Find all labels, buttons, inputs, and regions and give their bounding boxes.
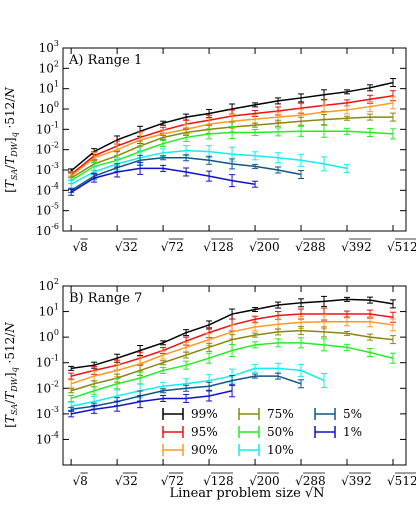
series-99pct [68, 295, 396, 371]
y-tick-label: 10-6 [36, 222, 59, 238]
y-tick-label: 102 [39, 277, 59, 293]
series-1pct [68, 384, 236, 418]
y-tick-label: 103 [39, 39, 59, 55]
panel-title: A) Range 1 [68, 53, 142, 68]
x-tick-label: √128 [203, 474, 234, 488]
series-line [70, 367, 325, 407]
legend-label: 10% [267, 443, 294, 457]
y-tick-label: 101 [39, 80, 59, 96]
y-tick-label: 10-3 [36, 161, 59, 177]
x-tick-label: √32 [115, 474, 138, 488]
legend-label: 1% [343, 425, 362, 439]
x-tick-label: √288 [295, 240, 326, 254]
legend-entry: 5% [314, 407, 362, 421]
x-tick-label: √200 [249, 474, 280, 488]
series-50pct [68, 337, 396, 402]
panel-a: 10-6 10-5 10-4 10-3 10-2 10-1 100 101 102 103 √8 √3… [3, 39, 416, 254]
shared-xlabel: Linear problem size √N [169, 486, 324, 501]
legend-entry: 75% [238, 407, 294, 421]
x-tick-label: √512 [387, 240, 416, 254]
legend-label: 5% [343, 407, 362, 421]
y-tick-label: 101 [39, 303, 59, 319]
y-axis-label: [TSA/TDW]q ·512/N [3, 87, 19, 193]
x-tick-label-group: √512 [387, 238, 416, 254]
y-axis-label: [TSA/TDW]q ·512/N [3, 322, 19, 428]
x-tick-label: √8 [72, 474, 87, 488]
x-tick-label-group: √200 [249, 472, 280, 488]
y-tick-label: 100 [39, 328, 59, 344]
y-tick-label: 10-4 [36, 181, 59, 197]
series-50pct [68, 124, 396, 185]
x-tick-label-group: √72 [161, 472, 184, 488]
plot-frame [62, 285, 407, 466]
y-tick-label: 10-1 [36, 120, 59, 136]
series-90pct [68, 314, 396, 389]
y-tick-label: 100 [39, 100, 59, 116]
x-tick-label: √512 [387, 474, 416, 488]
legend-label: 95% [191, 425, 218, 439]
x-tick-label-group: √200 [249, 238, 280, 254]
y-tick-label: 10-2 [36, 141, 59, 157]
legend-entry: 1% [314, 425, 362, 439]
x-tick-label: √72 [161, 240, 184, 254]
x-tick-label: √392 [341, 474, 372, 488]
x-tick-label: √200 [249, 240, 280, 254]
x-tick-label: √8 [72, 240, 87, 254]
series-line [70, 390, 233, 415]
legend-label: 99% [191, 407, 218, 421]
x-tick-label-group: √392 [341, 472, 372, 488]
x-tick-label-group: √128 [203, 238, 234, 254]
x-tick-label: √32 [115, 240, 138, 254]
y-tick-label: 10-2 [36, 379, 59, 395]
y-tick-label: 10-5 [36, 202, 59, 218]
legend-entry: 95% [162, 425, 218, 439]
y-tick-label: 10-1 [36, 354, 59, 370]
x-tick-label-group: √8 [72, 238, 88, 254]
x-tick-label-group: √32 [115, 238, 138, 254]
x-tick-label: √72 [161, 474, 184, 488]
x-tick-label-group: √8 [72, 472, 88, 488]
y-tick-label: 10-3 [36, 405, 59, 421]
legend-entry: 99% [162, 407, 218, 421]
x-tick-label-group: √128 [203, 472, 234, 488]
series-1pct [68, 161, 259, 196]
x-tick-label: √392 [341, 240, 372, 254]
legend-entry: 90% [162, 443, 218, 457]
x-tick-label-group: √392 [341, 238, 372, 254]
x-tick-label: √288 [295, 474, 326, 488]
legend-label: 75% [267, 407, 294, 421]
plot-frame [62, 47, 407, 232]
panel-b: 10-4 10-3 10-2 10-1 100 101 102 √8 √32 √72 √128 √20… [3, 277, 416, 488]
x-tick-label-group: √32 [115, 472, 138, 488]
x-tick-label-group: √512 [387, 472, 416, 488]
y-tick-label: 10-4 [36, 430, 59, 446]
legend-entry: 10% [238, 443, 294, 457]
legend-label: 90% [191, 443, 218, 457]
legend-entry: 50% [238, 425, 294, 439]
y-tick-label: 102 [39, 59, 59, 75]
x-tick-label-group: √72 [161, 238, 184, 254]
panel-title: B) Range 7 [69, 291, 142, 306]
x-tick-label: √128 [203, 240, 234, 254]
legend: 99% 95% 90% 75% 50% 10% 5% 1% [162, 407, 362, 457]
x-tick-label-group: √288 [295, 472, 326, 488]
legend-label: 50% [267, 425, 294, 439]
x-tick-label-group: √288 [295, 238, 326, 254]
series-line [70, 167, 256, 193]
